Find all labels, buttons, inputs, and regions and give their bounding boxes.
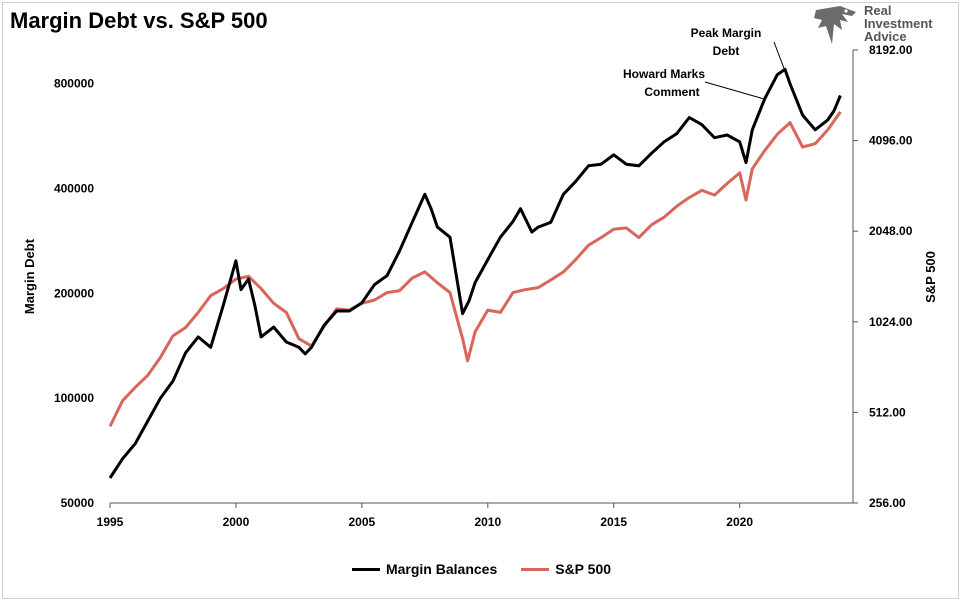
legend-swatch-sp500	[521, 567, 550, 571]
left-tick-label: 800000	[54, 77, 94, 91]
logo-line-1: Real	[864, 3, 892, 18]
x-tick-label: 2010	[474, 515, 501, 529]
x-tick-label: 2020	[726, 515, 753, 529]
right-tick-label: 1024.00	[869, 315, 913, 329]
left-tick-label: 100000	[54, 391, 94, 405]
right-tick-label: 2048.00	[869, 224, 913, 238]
chart-title: Margin Debt vs. S&P 500	[10, 8, 268, 33]
logo-line-2: Investment	[864, 16, 933, 31]
legend-item-sp500: S&P 500	[521, 561, 611, 577]
howard-marks-leader-line	[704, 81, 763, 100]
sp500-line	[108, 111, 842, 428]
x-tick-label: 2005	[349, 515, 376, 529]
logo-wordmark: Real Investment Advice	[864, 4, 933, 43]
legend-item-margin-balances: Margin Balances	[351, 561, 498, 577]
peak-margin-leader-line	[773, 41, 785, 69]
left-tick-label: 200000	[54, 286, 94, 300]
right-tick-label: 4096.00	[869, 134, 913, 148]
margin-balances-line	[108, 67, 842, 479]
legend-label-sp500: S&P 500	[555, 561, 612, 577]
howard-marks-label-line2: Comment	[644, 85, 699, 99]
left-tick-label: 400000	[54, 182, 94, 196]
y-axis-title-right: S&P 500	[923, 251, 938, 303]
x-tick-label: 1995	[97, 515, 124, 529]
x-tick-label: 2000	[223, 515, 250, 529]
x-tick-label: 2015	[600, 515, 627, 529]
right-tick-label: 8192.00	[869, 43, 913, 57]
peak-margin-label-line2: Debt	[713, 44, 740, 58]
legend-swatch-margin-balances	[351, 567, 380, 571]
legend-label-margin-balances: Margin Balances	[385, 561, 498, 577]
chart-legend: Margin Balances S&P 500	[0, 561, 963, 577]
howard-marks-label-line1: Howard Marks	[623, 67, 705, 81]
peak-margin-label-line1: Peak Margin	[691, 26, 762, 40]
right-tick-label: 512.00	[869, 405, 906, 419]
brand-logo: Real Investment Advice	[812, 2, 952, 48]
right-tick-label: 256.00	[869, 496, 906, 510]
eagle-icon	[814, 6, 856, 44]
y-axis-title-left: Margin Debt	[22, 238, 37, 314]
logo-line-3: Advice	[864, 29, 907, 44]
left-tick-label: 50000	[61, 496, 95, 510]
